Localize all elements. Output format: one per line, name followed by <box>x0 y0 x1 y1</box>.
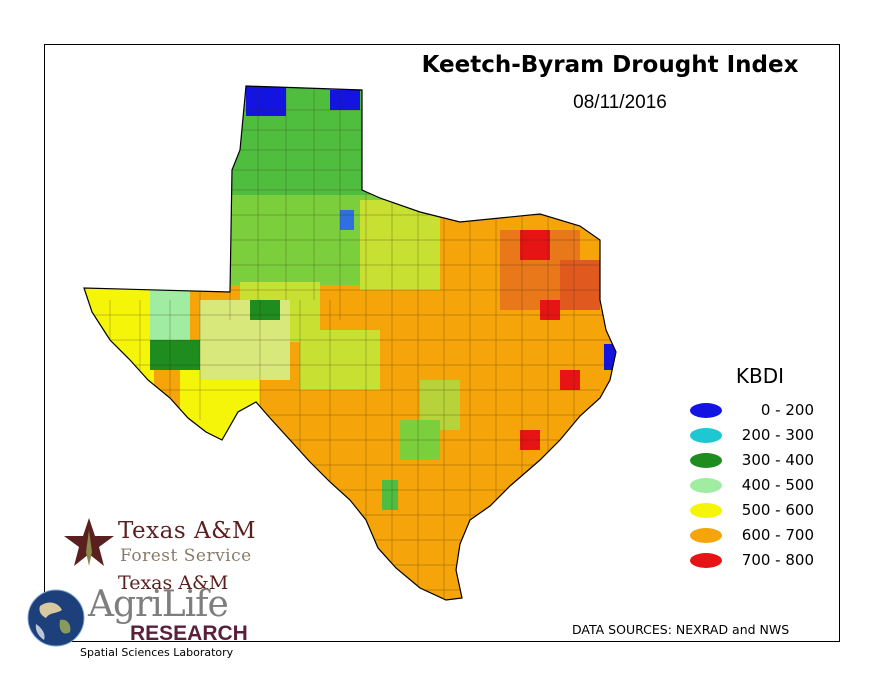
tfs-name: Texas A&M <box>118 518 257 544</box>
lab-name: Spatial Sciences Laboratory <box>80 646 234 659</box>
legend-label: 200 - 300 <box>741 426 814 444</box>
agrilife-research: RESEARCH <box>130 622 248 645</box>
legend-item: 300 - 400 <box>690 450 820 472</box>
legend-swatch <box>690 528 722 543</box>
legend-swatch <box>690 428 722 443</box>
legend-label: 600 - 700 <box>741 526 814 544</box>
legend-swatch <box>690 503 722 518</box>
star-icon <box>64 518 114 566</box>
legend-item: 500 - 600 <box>690 500 820 522</box>
texas-am-forest-service-logo: Texas A&M Forest Service <box>62 516 282 572</box>
legend-item: 700 - 800 <box>690 550 820 572</box>
agrilife-name: AgriLife <box>88 584 229 625</box>
legend-item: 600 - 700 <box>690 525 820 547</box>
legend-label: 500 - 600 <box>741 501 814 519</box>
county-lines <box>84 86 612 600</box>
legend-label: 700 - 800 <box>741 551 814 569</box>
data-sources: DATA SOURCES: NEXRAD and NWS <box>572 622 790 637</box>
agrilife-org: Texas A&M <box>118 572 229 594</box>
legend-label: 400 - 500 <box>741 476 814 494</box>
legend-swatch <box>690 553 722 568</box>
legend-item: 200 - 300 <box>690 425 820 447</box>
map-title: Keetch-Byram Drought Index <box>421 52 799 78</box>
legend-swatch <box>690 403 722 418</box>
legend-item: 400 - 500 <box>690 475 820 497</box>
legend-label: 0 - 200 <box>760 401 814 419</box>
texas-am-agrilife-research-logo: Texas A&M AgriLife RESEARCH <box>26 572 286 660</box>
tfs-subname: Forest Service <box>120 546 252 566</box>
map-date: 08/11/2016 <box>573 92 667 113</box>
legend-item: 0 - 200 <box>690 400 820 422</box>
legend-title: KBDI <box>735 364 785 388</box>
legend-swatch <box>690 453 722 468</box>
legend-label: 300 - 400 <box>741 451 814 469</box>
legend-swatch <box>690 478 722 493</box>
globe-icon <box>27 589 85 647</box>
